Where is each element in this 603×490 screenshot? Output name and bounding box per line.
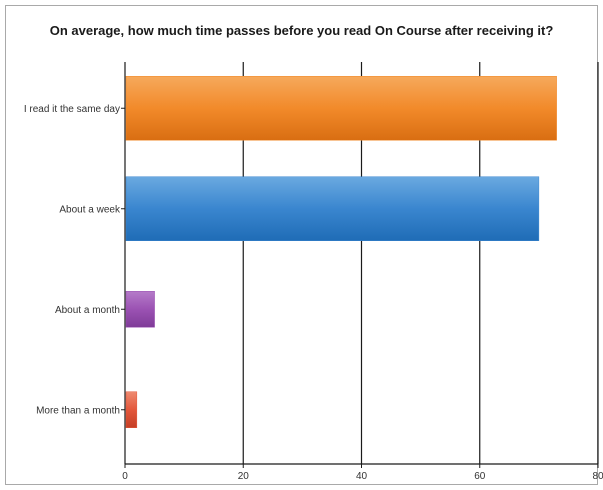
bar-i-read-it-the-same-day <box>125 76 557 141</box>
bar-more-than-a-month <box>125 391 138 428</box>
x-tick-label: 80 <box>592 471 603 482</box>
y-tick-label: About a week <box>59 204 121 215</box>
y-tick-label: About a month <box>55 305 120 316</box>
x-tick-label: 60 <box>474 471 486 482</box>
bar-about-a-week <box>125 176 540 241</box>
x-tick-label: 20 <box>238 471 250 482</box>
bar-about-a-month <box>125 291 155 328</box>
x-tick-label: 0 <box>122 471 128 482</box>
x-tick-label: 40 <box>356 471 368 482</box>
y-tick-label: I read it the same day <box>24 104 120 115</box>
y-tick-label: More than a month <box>36 405 120 416</box>
chart-title: On average, how much time passes before … <box>49 23 554 38</box>
